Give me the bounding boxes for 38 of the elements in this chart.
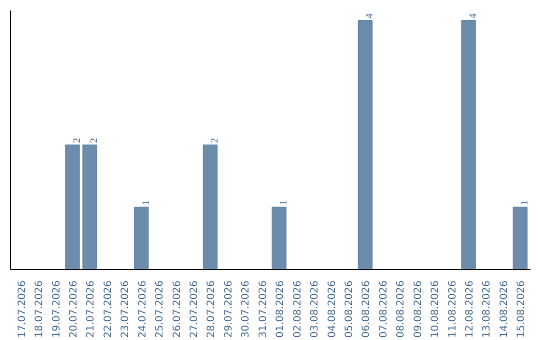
x-tick-label: 06.08.2026 — [361, 280, 372, 338]
x-tick-label: 31.07.2026 — [258, 280, 269, 338]
x-tick-label: 25.07.2026 — [154, 280, 166, 338]
x-tick-label: 01.08.2026 — [275, 280, 286, 338]
x-tick-label: 27.07.2026 — [189, 280, 200, 338]
x-tick-label: 12.08.2026 — [464, 280, 476, 338]
x-tick-label: 18.07.2026 — [34, 280, 46, 338]
x-tick-label: 26.07.2026 — [172, 280, 183, 338]
x-tick-label: 02.08.2026 — [292, 280, 304, 338]
data-label: 1 — [140, 200, 152, 206]
x-tick-label: 03.08.2026 — [310, 280, 321, 338]
x-tick-label: 24.07.2026 — [137, 280, 148, 338]
x-tick-label: 20.07.2026 — [68, 280, 80, 338]
data-label: 4 — [468, 13, 480, 18]
data-label: 4 — [364, 13, 376, 18]
data-label: 2 — [210, 138, 221, 143]
x-tick-label: 30.07.2026 — [240, 280, 252, 338]
x-tick-label: 08.08.2026 — [396, 280, 407, 338]
data-label: 2 — [89, 138, 100, 143]
x-tick-label: 17.07.2026 — [16, 280, 28, 338]
x-tick-label: 07.08.2026 — [378, 280, 390, 338]
x-tick-label: 05.08.2026 — [344, 280, 355, 338]
x-tick-label: 14.08.2026 — [498, 280, 510, 338]
data-label: 2 — [72, 138, 83, 143]
x-tick-label: 10.08.2026 — [430, 280, 442, 338]
x-tick-label: 11.08.2026 — [447, 280, 458, 338]
x-tick-label: 04.08.2026 — [326, 280, 338, 338]
x-tick-label: 29.07.2026 — [223, 280, 234, 338]
data-label: 1 — [520, 200, 531, 206]
x-tick-label: 22.07.2026 — [102, 280, 114, 338]
x-tick-label: 09.08.2026 — [412, 280, 424, 338]
x-tick-label: 28.07.2026 — [206, 280, 218, 338]
x-tick-label: 23.07.2026 — [120, 280, 132, 338]
x-tick-label: 21.07.2026 — [86, 280, 97, 338]
x-tick-label: 19.07.2026 — [51, 280, 62, 338]
x-tick-label: 13.08.2026 — [482, 280, 493, 338]
x-tick-label: 15.08.2026 — [516, 280, 528, 338]
data-label: 1 — [278, 200, 290, 206]
